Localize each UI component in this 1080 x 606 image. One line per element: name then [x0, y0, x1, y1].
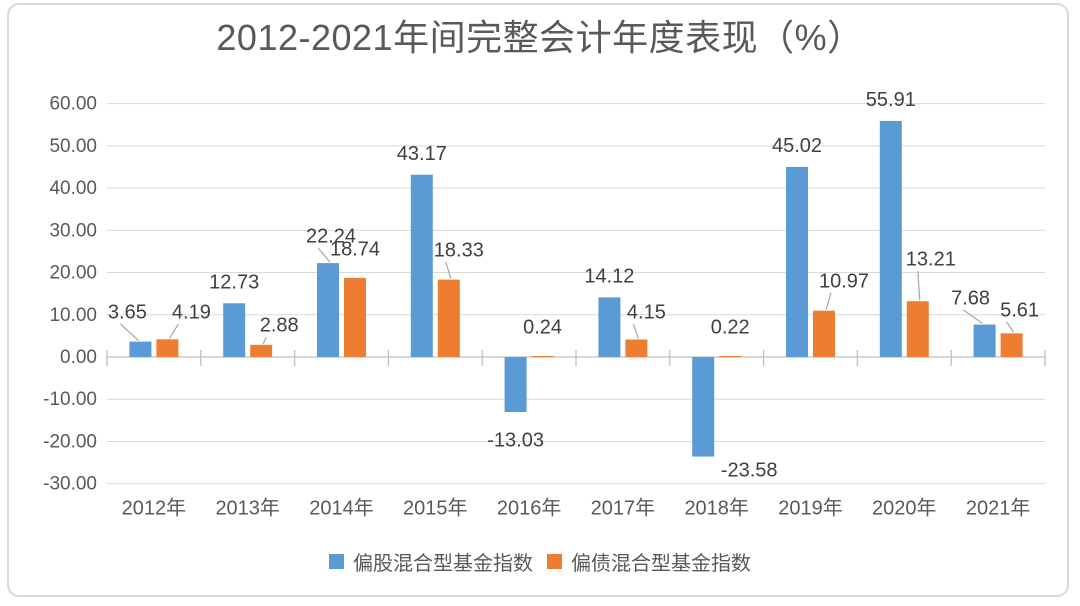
data-label-leader-line [917, 270, 921, 301]
data-label-leader-line [119, 323, 139, 342]
bar-equity-2019年 [786, 166, 808, 357]
legend-swatch-orange [547, 554, 562, 569]
data-label: 4.15 [627, 301, 666, 323]
data-label: 0.22 [711, 316, 750, 338]
bar-equity-2018年 [692, 357, 715, 457]
legend-swatch-blue [329, 554, 344, 569]
bar-bond-2017年 [625, 339, 648, 357]
data-label: 22.24 [306, 225, 356, 247]
data-label: -23.58 [721, 459, 778, 481]
bar-bond-2019年 [813, 310, 835, 357]
bar-bond-2015年 [437, 279, 460, 357]
data-label: 5.61 [1000, 299, 1039, 321]
data-label: 55.91 [866, 89, 916, 111]
data-label: 7.68 [951, 287, 990, 309]
x-axis-category-label: 2015年 [403, 496, 468, 519]
data-label: 18.74 [330, 238, 380, 260]
data-label-leader-line [632, 323, 639, 339]
data-label: 0.24 [523, 316, 562, 338]
bar-equity-2015年 [410, 174, 433, 357]
data-label: 18.33 [434, 239, 484, 261]
y-axis-tick-label: 0.00 [60, 347, 97, 368]
x-axis-category-label: 2021年 [966, 496, 1031, 519]
legend-item-bond-fund-index: 偏债混合型基金指数 [547, 547, 751, 576]
bar-bond-2016年 [531, 355, 554, 357]
x-axis-category-label: 2016年 [497, 496, 562, 519]
bar-bond-2021年 [1000, 333, 1023, 357]
bar-equity-2013年 [223, 303, 246, 357]
bar-equity-2014年 [317, 263, 339, 357]
data-label: 4.19 [172, 301, 211, 323]
data-label-leader-line [825, 292, 832, 310]
data-label-leader-line [262, 336, 267, 345]
data-label-leader-line [1006, 321, 1015, 333]
bar-equity-2017年 [598, 297, 621, 357]
bar-equity-2021年 [973, 324, 996, 357]
y-axis-tick-label: -20.00 [43, 431, 97, 452]
y-axis-tick-label: -30.00 [43, 474, 97, 495]
x-axis-category-label: 2019年 [778, 496, 843, 519]
data-label-leader-line [445, 261, 452, 279]
x-axis-category-label: 2020年 [872, 496, 937, 519]
data-label-leader-line [168, 323, 179, 339]
bar-bond-2012年 [156, 339, 179, 357]
bar-bond-2020年 [906, 301, 929, 357]
data-label: 45.02 [772, 135, 822, 157]
y-axis-tick-label: 50.00 [49, 136, 97, 157]
data-label: 2.88 [260, 314, 299, 336]
bar-bond-2018年 [719, 356, 742, 357]
x-axis-category-label: 2014年 [309, 496, 374, 519]
bar-equity-2020年 [879, 120, 902, 358]
bar-bond-2013年 [250, 344, 273, 357]
legend-label-bond-fund-index: 偏债混合型基金指数 [571, 553, 751, 575]
data-label: -13.03 [487, 429, 544, 451]
data-label: 12.73 [209, 272, 259, 294]
chart-title: 2012-2021年间完整会计年度表现（%） [216, 17, 864, 58]
x-axis-category-label: 2018年 [684, 496, 749, 519]
data-label: 43.17 [397, 143, 447, 165]
bar-bond-2014年 [344, 277, 366, 357]
legend-label-equity-fund-index: 偏股混合型基金指数 [353, 553, 533, 575]
y-axis-tick-label: -10.00 [43, 389, 97, 410]
x-axis-category-label: 2012年 [122, 496, 187, 519]
y-axis-tick-label: 20.00 [49, 263, 97, 284]
x-axis-category-label: 2013年 [215, 496, 280, 519]
y-axis-tick-label: 40.00 [49, 178, 97, 199]
y-axis-tick-label: 30.00 [49, 220, 97, 241]
legend-item-equity-fund-index: 偏股混合型基金指数 [329, 547, 533, 576]
chart-legend: 偏股混合型基金指数 偏债混合型基金指数 [0, 547, 1080, 576]
data-label-leader-line [317, 247, 331, 263]
bar-equity-2016年 [504, 357, 527, 413]
data-label: 10.97 [819, 270, 869, 292]
x-axis-category-label: 2017年 [591, 496, 656, 519]
bar-equity-2012年 [129, 341, 152, 357]
data-label: 13.21 [906, 248, 956, 270]
data-label-leader-line [963, 309, 983, 325]
y-axis-tick-label: 10.00 [49, 305, 97, 326]
y-axis-tick-label: 60.00 [49, 94, 97, 115]
data-label: 3.65 [108, 301, 147, 323]
data-label: 14.12 [584, 266, 634, 288]
